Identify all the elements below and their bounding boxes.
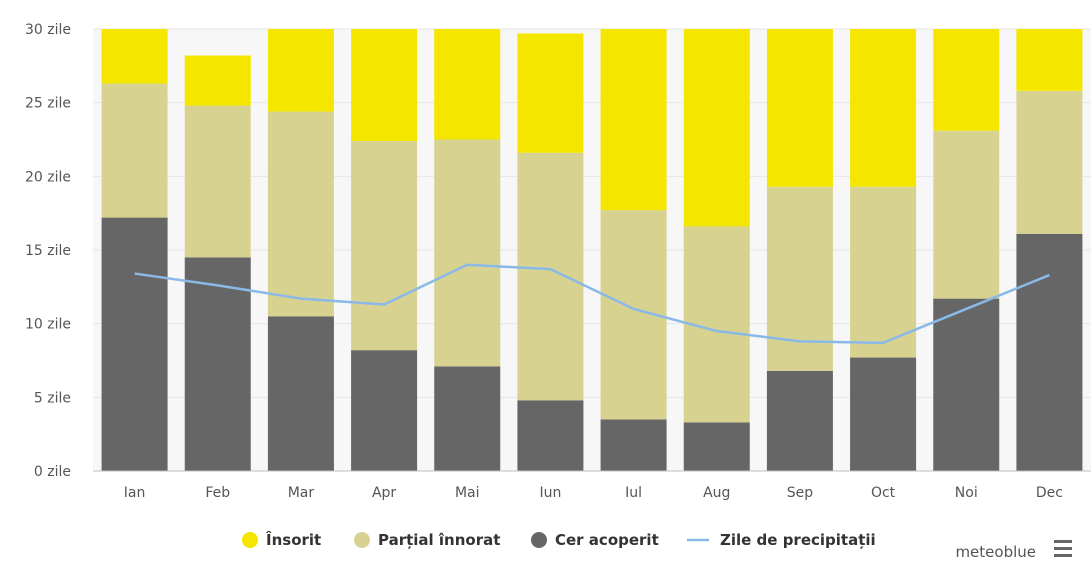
y-tick-label: 25 zile <box>25 96 71 112</box>
x-tick-label: Sep <box>787 485 814 501</box>
y-tick-label: 15 zile <box>25 243 71 259</box>
bar-segment[interactable] <box>351 140 418 351</box>
legend: Însorit Parțial înnorat Cer acoperit Zile d… <box>242 530 876 549</box>
y-axis: 0 zile 5 zile 10 zile 15 zile 20 zile 25 zile… <box>25 22 71 480</box>
x-tick-label: Dec <box>1036 485 1063 501</box>
bar-segment[interactable] <box>184 55 251 106</box>
bar-segment[interactable] <box>517 152 584 401</box>
y-tick-label: 10 zile <box>25 317 71 333</box>
bar-segment[interactable] <box>101 217 168 471</box>
bar-segment[interactable] <box>933 298 1000 471</box>
grid-lines <box>93 28 1091 398</box>
bar-segment[interactable] <box>101 83 168 218</box>
credit-text[interactable]: meteoblue <box>955 543 1036 561</box>
bar-segment[interactable] <box>683 29 750 227</box>
x-axis: Ian Feb Mar Apr Mai Iun Iul Aug Sep Oct Noi Dec <box>124 485 1063 501</box>
legend-label: Zile de precipitații <box>720 531 876 549</box>
bar-segment[interactable] <box>1016 90 1083 234</box>
y-tick-label: 30 zile <box>25 22 71 38</box>
bar-segment[interactable] <box>766 186 833 371</box>
x-tick-label: Oct <box>871 485 896 501</box>
bar-segment[interactable] <box>766 29 833 187</box>
bar-segment[interactable] <box>933 130 1000 299</box>
x-tick-label: Mai <box>455 485 480 501</box>
bar-segment[interactable] <box>267 29 334 112</box>
bar-segment[interactable] <box>267 316 334 471</box>
bar-segment[interactable] <box>600 29 667 211</box>
bars <box>101 29 1083 471</box>
y-tick-label: 20 zile <box>25 169 71 185</box>
bar-segment[interactable] <box>600 419 667 471</box>
bar-segment[interactable] <box>933 29 1000 131</box>
y-tick-label: 0 zile <box>34 464 71 480</box>
legend-label: Cer acoperit <box>555 531 659 549</box>
bar-segment[interactable] <box>517 33 584 153</box>
bar-segment[interactable] <box>434 139 501 367</box>
y-tick-label: 5 zile <box>34 390 71 406</box>
bar-segment[interactable] <box>434 366 501 471</box>
legend-item[interactable]: Însorit <box>242 530 321 549</box>
bar-segment[interactable] <box>101 29 168 84</box>
bar-segment[interactable] <box>434 29 501 140</box>
legend-marker <box>354 532 370 548</box>
bar-segment[interactable] <box>517 400 584 471</box>
bar-segment[interactable] <box>267 111 334 317</box>
bar-segment[interactable] <box>351 350 418 471</box>
bar-segment[interactable] <box>1016 29 1083 91</box>
bar-segment[interactable] <box>683 422 750 471</box>
x-tick-label: Iun <box>539 485 561 501</box>
x-tick-label: Noi <box>955 485 978 501</box>
bar-segment[interactable] <box>850 29 917 187</box>
precipitation-line[interactable] <box>134 263 1050 345</box>
x-tick-label: Feb <box>205 485 230 501</box>
bar-segment[interactable] <box>1016 233 1083 471</box>
x-tick-label: Ian <box>124 485 146 501</box>
bar-segment[interactable] <box>766 370 833 471</box>
legend-item[interactable]: Zile de precipitații <box>687 531 876 549</box>
legend-label: Însorit <box>266 530 321 549</box>
legend-item[interactable]: Parțial înnorat <box>354 531 500 549</box>
precipitation-line-layer <box>134 263 1050 345</box>
hamburger-menu-icon[interactable] <box>1049 536 1083 562</box>
x-tick-label: Apr <box>372 485 396 501</box>
bar-segment[interactable] <box>850 357 917 471</box>
legend-item[interactable]: Cer acoperit <box>531 531 659 549</box>
bar-segment[interactable] <box>184 257 251 471</box>
legend-label: Parțial înnorat <box>378 531 500 549</box>
bar-segment[interactable] <box>351 29 418 141</box>
legend-marker <box>531 532 547 548</box>
x-tick-label: Mar <box>288 485 315 501</box>
x-tick-label: Iul <box>625 485 642 501</box>
bar-segment[interactable] <box>184 105 251 258</box>
x-tick-label: Aug <box>703 485 730 501</box>
legend-marker <box>242 532 258 548</box>
bar-segment[interactable] <box>850 186 917 358</box>
